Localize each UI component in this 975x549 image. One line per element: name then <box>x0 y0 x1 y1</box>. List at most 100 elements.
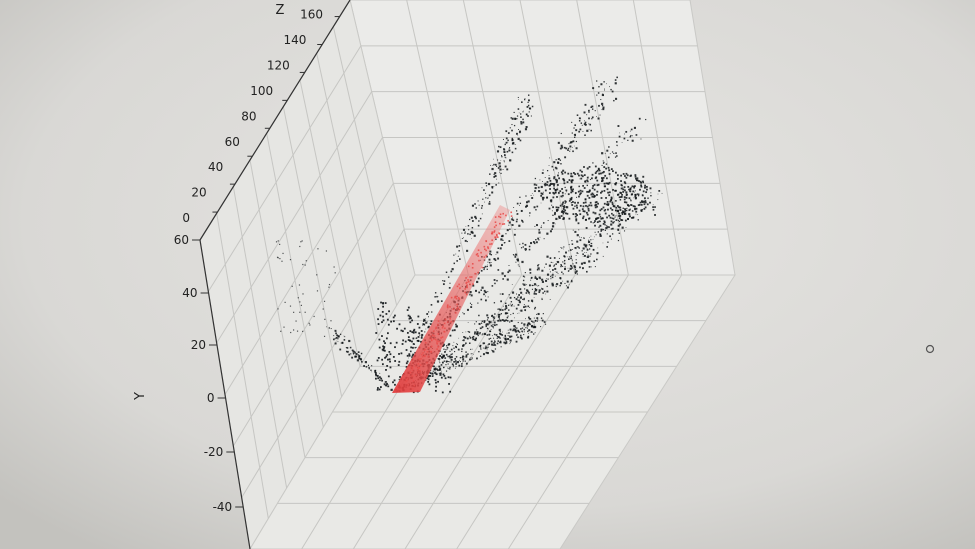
cloud-point <box>354 352 356 354</box>
cloud-point <box>643 203 646 206</box>
cloud-point <box>582 247 585 250</box>
cloud-point <box>563 246 565 248</box>
cloud-point <box>549 182 553 185</box>
cloud-point <box>375 374 378 377</box>
cloud-point <box>447 276 450 278</box>
cloud-point <box>488 194 491 197</box>
cloud-point <box>602 170 605 173</box>
cloud-point <box>450 361 452 363</box>
cloud-point <box>476 331 479 334</box>
cloud-point <box>508 221 511 224</box>
cloud-point <box>493 279 496 281</box>
cloud-point <box>556 184 559 186</box>
cloud-point <box>532 301 534 303</box>
cloud-point <box>516 202 519 205</box>
highlighted-point <box>446 305 449 308</box>
cloud-point <box>560 265 563 267</box>
z-tick-label: 160 <box>300 8 323 22</box>
cloud-point <box>594 204 597 207</box>
cloud-point <box>594 201 597 204</box>
cloud-point <box>466 240 468 243</box>
cloud-point <box>594 212 597 215</box>
cloud-point <box>600 228 603 231</box>
cloud-point <box>575 219 578 222</box>
cloud-point <box>600 230 602 232</box>
cloud-point <box>423 323 426 326</box>
cloud-point <box>448 361 449 363</box>
cloud-point <box>279 258 281 260</box>
cloud-point <box>572 201 574 203</box>
cloud-point <box>525 250 527 252</box>
cloud-point <box>631 210 634 212</box>
cloud-point <box>524 305 527 308</box>
cloud-point <box>561 191 564 194</box>
cloud-point <box>488 258 491 261</box>
cloud-point <box>516 115 519 117</box>
cloud-point <box>359 358 361 360</box>
highlighted-point <box>443 322 446 325</box>
cloud-point <box>638 117 641 120</box>
highlighted-point <box>426 361 428 364</box>
cloud-point <box>432 370 434 372</box>
cloud-point <box>388 310 390 313</box>
cloud-point <box>343 335 345 337</box>
cloud-point <box>614 79 617 81</box>
cloud-point <box>523 283 526 286</box>
cloud-point <box>450 348 453 351</box>
cloud-point <box>624 189 626 192</box>
cloud-point <box>533 296 535 298</box>
cloud-point <box>474 332 476 335</box>
cloud-point <box>592 222 594 224</box>
cloud-point <box>365 366 368 368</box>
cloud-point <box>600 191 602 194</box>
cloud-point <box>428 323 430 325</box>
cloud-point <box>599 114 601 116</box>
cloud-point <box>500 340 502 342</box>
cloud-point <box>557 206 560 209</box>
highlighted-point <box>496 233 498 236</box>
cloud-point <box>452 345 454 347</box>
cloud-point <box>482 342 485 345</box>
highlighted-point <box>478 259 480 262</box>
cloud-point <box>628 197 631 200</box>
highlighted-point <box>412 380 415 382</box>
cloud-point <box>520 322 522 324</box>
cloud-point <box>560 144 563 147</box>
cloud-point <box>521 210 522 212</box>
cloud-point <box>556 188 559 191</box>
cloud-point <box>560 264 562 266</box>
cloud-point <box>551 228 553 230</box>
cloud-point <box>509 339 512 342</box>
cloud-point <box>644 184 646 187</box>
cloud-point <box>523 328 526 331</box>
cloud-point <box>301 240 303 242</box>
cloud-point <box>536 317 539 320</box>
cloud-point <box>326 326 327 328</box>
cloud-point <box>592 193 595 196</box>
cloud-point <box>600 221 602 222</box>
cloud-point <box>381 363 384 366</box>
cloud-point <box>622 173 625 175</box>
cloud-point <box>517 137 520 140</box>
cloud-point <box>624 175 626 177</box>
cloud-point <box>406 331 409 334</box>
cloud-point <box>541 172 544 174</box>
cloud-point <box>618 220 621 223</box>
cloud-point <box>530 324 534 328</box>
cloud-point <box>623 198 626 201</box>
cloud-point <box>571 267 573 269</box>
cloud-point <box>652 204 654 206</box>
highlighted-point <box>480 251 482 254</box>
cloud-point <box>581 170 583 173</box>
cloud-point <box>471 348 473 350</box>
cloud-point <box>582 253 584 255</box>
cloud-point <box>546 181 549 183</box>
cloud-point <box>608 146 610 148</box>
y-tick-label: -20 <box>204 445 224 459</box>
highlighted-point <box>441 336 444 338</box>
cloud-point <box>608 226 611 228</box>
cloud-point <box>586 167 589 170</box>
highlighted-point <box>503 223 506 225</box>
cloud-point <box>593 183 596 186</box>
cloud-point <box>431 375 434 377</box>
